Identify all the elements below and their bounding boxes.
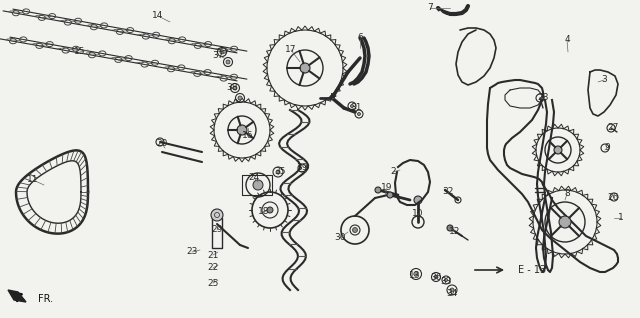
Text: 23: 23: [186, 247, 198, 257]
Text: 12: 12: [449, 226, 461, 236]
Circle shape: [414, 196, 422, 204]
Text: 4: 4: [564, 36, 570, 45]
Text: 7: 7: [427, 3, 433, 12]
Text: 32: 32: [442, 188, 454, 197]
Text: 15: 15: [74, 47, 86, 57]
Text: 5: 5: [329, 93, 335, 102]
Text: 39: 39: [296, 163, 308, 172]
Text: 8: 8: [564, 190, 570, 198]
Text: 18: 18: [259, 208, 269, 217]
Circle shape: [447, 225, 453, 231]
Circle shape: [233, 86, 237, 90]
Text: 11: 11: [28, 176, 39, 184]
Circle shape: [414, 272, 418, 276]
Text: 25: 25: [207, 279, 219, 287]
Text: 6: 6: [357, 33, 363, 43]
Circle shape: [450, 288, 454, 292]
Text: 19: 19: [381, 183, 393, 192]
Circle shape: [554, 146, 562, 154]
Text: 16: 16: [243, 132, 253, 141]
Circle shape: [226, 60, 230, 64]
Text: 10: 10: [412, 209, 424, 218]
Text: E - 13: E - 13: [518, 265, 546, 275]
Polygon shape: [8, 290, 26, 302]
Text: 36: 36: [430, 273, 442, 281]
Text: 30: 30: [334, 233, 346, 243]
Text: 31: 31: [350, 103, 362, 113]
Text: 33: 33: [440, 276, 452, 286]
Text: 2: 2: [390, 168, 396, 176]
Text: 29: 29: [211, 225, 223, 234]
Circle shape: [267, 207, 273, 213]
Circle shape: [237, 125, 247, 135]
Circle shape: [253, 180, 263, 190]
Circle shape: [300, 63, 310, 73]
Text: 28: 28: [538, 93, 548, 102]
Text: 17: 17: [285, 45, 297, 54]
Circle shape: [276, 170, 280, 174]
Text: 3: 3: [601, 75, 607, 85]
Text: 1: 1: [618, 213, 624, 223]
Circle shape: [358, 113, 360, 115]
Circle shape: [387, 192, 393, 198]
Text: 21: 21: [207, 251, 219, 259]
Circle shape: [434, 275, 438, 279]
Text: FR.: FR.: [38, 294, 53, 304]
Circle shape: [211, 209, 223, 221]
Text: 22: 22: [207, 264, 219, 273]
Circle shape: [375, 187, 381, 193]
Text: 9: 9: [604, 143, 610, 153]
Text: 20: 20: [156, 140, 168, 149]
Circle shape: [444, 278, 447, 282]
Text: 37: 37: [212, 51, 224, 59]
Text: 24: 24: [248, 174, 260, 183]
Text: 34: 34: [446, 289, 458, 299]
Circle shape: [559, 216, 571, 228]
Text: 26: 26: [607, 192, 619, 202]
Text: 27: 27: [607, 123, 619, 133]
Text: 13: 13: [409, 272, 420, 280]
Circle shape: [238, 96, 242, 100]
Circle shape: [353, 227, 358, 232]
Circle shape: [351, 105, 353, 107]
Text: 38: 38: [227, 84, 237, 93]
Circle shape: [220, 50, 224, 54]
Text: 35: 35: [275, 168, 285, 176]
Text: 14: 14: [152, 11, 164, 20]
